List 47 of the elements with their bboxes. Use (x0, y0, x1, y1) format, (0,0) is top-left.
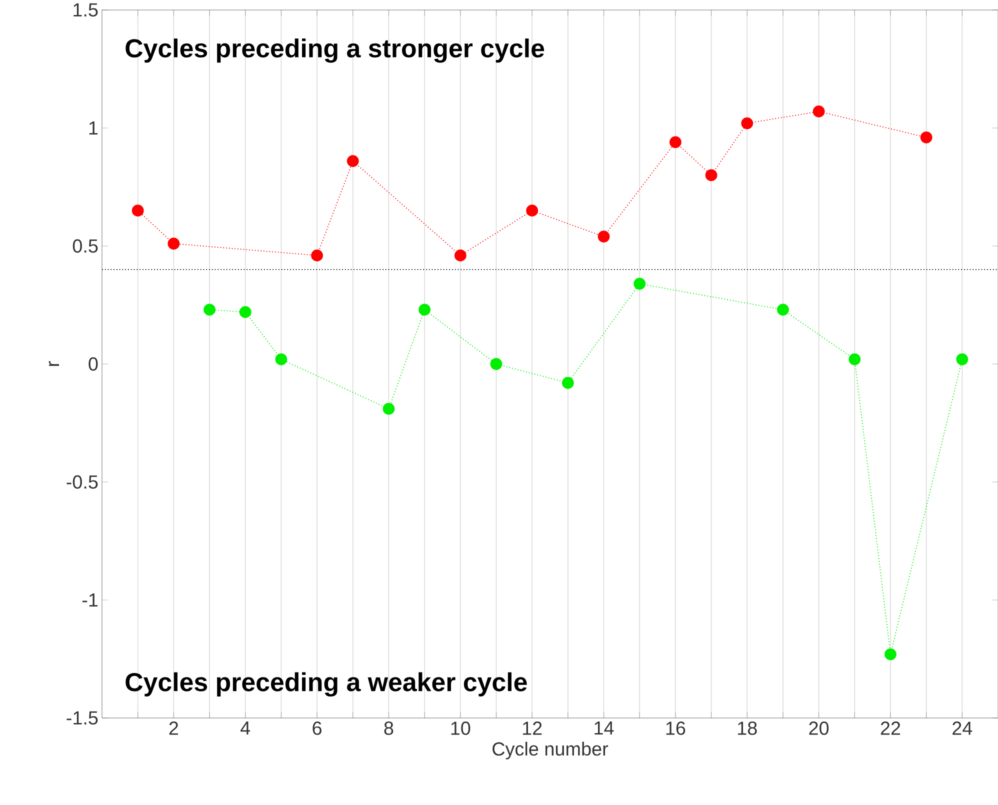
annotation: Cycles preceding a weaker cycle (126, 672, 527, 697)
x-tick-label: 2 (169, 722, 178, 735)
point (812, 106, 825, 118)
point (777, 304, 789, 316)
annotation: Cycles preceding a stronger cycle (126, 38, 544, 63)
point (275, 353, 288, 366)
y-tick-label: 0 (88, 357, 98, 371)
point (741, 117, 754, 130)
x-tick-label: 16 (666, 722, 686, 735)
x-tick-label: 12 (522, 722, 542, 735)
point (311, 249, 323, 262)
x-tick-label: 22 (880, 722, 900, 735)
point (526, 204, 538, 217)
point (346, 155, 359, 167)
x-axis-title: Cycle number (492, 742, 608, 760)
y-tick-label: 0.5 (72, 239, 98, 253)
y-axis-title: r (48, 361, 60, 366)
point (562, 376, 574, 389)
point (598, 230, 610, 243)
point (490, 358, 502, 370)
x-tick-label: 18 (738, 722, 757, 735)
point (132, 204, 144, 217)
point (956, 353, 968, 366)
point (382, 402, 395, 415)
x-tick-label: 24 (952, 722, 972, 735)
point (920, 131, 932, 144)
point (204, 304, 216, 316)
y-tick-label: -1.5 (66, 711, 98, 725)
y-tick-label: 1.5 (74, 3, 98, 17)
x-tick-label: 4 (240, 722, 250, 735)
point (848, 353, 861, 366)
point (669, 136, 682, 148)
point (418, 304, 431, 316)
point (239, 306, 252, 318)
x-tick-label: 14 (594, 722, 614, 735)
x-tick-label: 20 (809, 722, 829, 735)
point (634, 278, 646, 290)
x-tick-label: 10 (451, 722, 470, 735)
point (454, 249, 466, 262)
point (705, 169, 718, 182)
y-tick-label: -0.5 (66, 475, 98, 489)
x-tick-label: 6 (312, 722, 322, 735)
point (884, 648, 896, 660)
y-tick-label: -1 (82, 593, 98, 607)
x-tick-label: 8 (384, 722, 394, 735)
point (168, 238, 180, 250)
y-tick-label: 1 (89, 121, 98, 135)
